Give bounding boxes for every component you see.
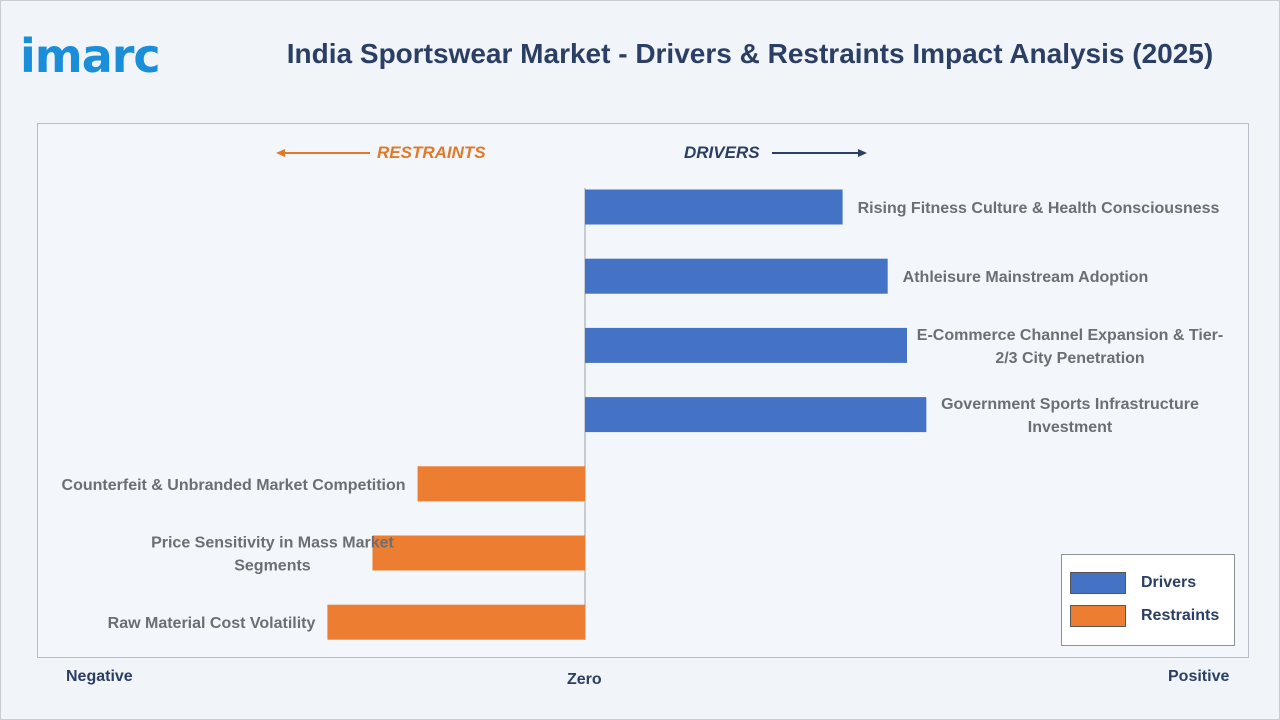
bar-category-label-line: Segments (234, 558, 311, 575)
legend-item-drivers: Drivers (1070, 571, 1196, 595)
bar-category-label: Government Sports Infrastructure Investme… (941, 396, 1199, 436)
bar-category-label-line: E-Commerce Channel Expansion & Tier- (917, 327, 1223, 344)
driver-bar (585, 327, 907, 363)
imarc-logo: imarc (20, 28, 161, 84)
restraints-arrow-icon (276, 149, 867, 157)
driver-bar (585, 189, 843, 225)
bar-category-label: E-Commerce Channel Expansion & Tier- 2/3 … (917, 327, 1223, 367)
legend-item-restraints: Restraints (1070, 604, 1219, 628)
legend-label-restraints: Restraints (1141, 607, 1220, 624)
bar-category-label-line: Athleisure Mainstream Adoption (903, 269, 1149, 286)
axis-positive-label: Positive (1168, 668, 1230, 685)
bar-category-label: Athleisure Mainstream Adoption (903, 269, 1149, 286)
legend-swatch-restraints (1070, 605, 1126, 627)
bar-category-label: Counterfeit & Unbranded Market Competiti… (62, 477, 406, 494)
drivers-direction-label: DRIVERS (684, 143, 760, 162)
restraint-bar (372, 535, 585, 571)
axis-zero-label: Zero (567, 671, 602, 688)
driver-bar (585, 258, 888, 294)
chart-legend: Drivers Restraints (1061, 554, 1235, 646)
restraint-bar (327, 604, 585, 640)
bar-category-label-line: Rising Fitness Culture & Health Consciou… (858, 200, 1220, 217)
restraints-direction-label: RESTRAINTS (377, 143, 486, 162)
bar-category-label-line: Counterfeit & Unbranded Market Competiti… (62, 477, 406, 494)
logo-text: imarc (20, 29, 161, 83)
bar-category-label-line: Raw Material Cost Volatility (108, 615, 316, 632)
driver-bar (585, 397, 927, 433)
legend-label-drivers: Drivers (1141, 574, 1197, 591)
chart-title: India Sportswear Market - Drivers & Rest… (286, 38, 1214, 69)
bar-category-label-line: Government Sports Infrastructure (941, 396, 1199, 413)
bar-category-label: Rising Fitness Culture & Health Consciou… (858, 200, 1220, 217)
bar-category-label-line: Price Sensitivity in Mass Market (151, 535, 394, 552)
legend-swatch-drivers (1070, 572, 1126, 594)
restraint-bar (417, 466, 585, 502)
bar-category-label: Raw Material Cost Volatility (108, 615, 316, 632)
axis-negative-label: Negative (66, 668, 133, 685)
bar-category-label: Price Sensitivity in Mass Market Segments (151, 535, 394, 575)
bar-category-label-line: Investment (1028, 419, 1113, 436)
bar-category-label-line: 2/3 City Penetration (995, 350, 1144, 367)
